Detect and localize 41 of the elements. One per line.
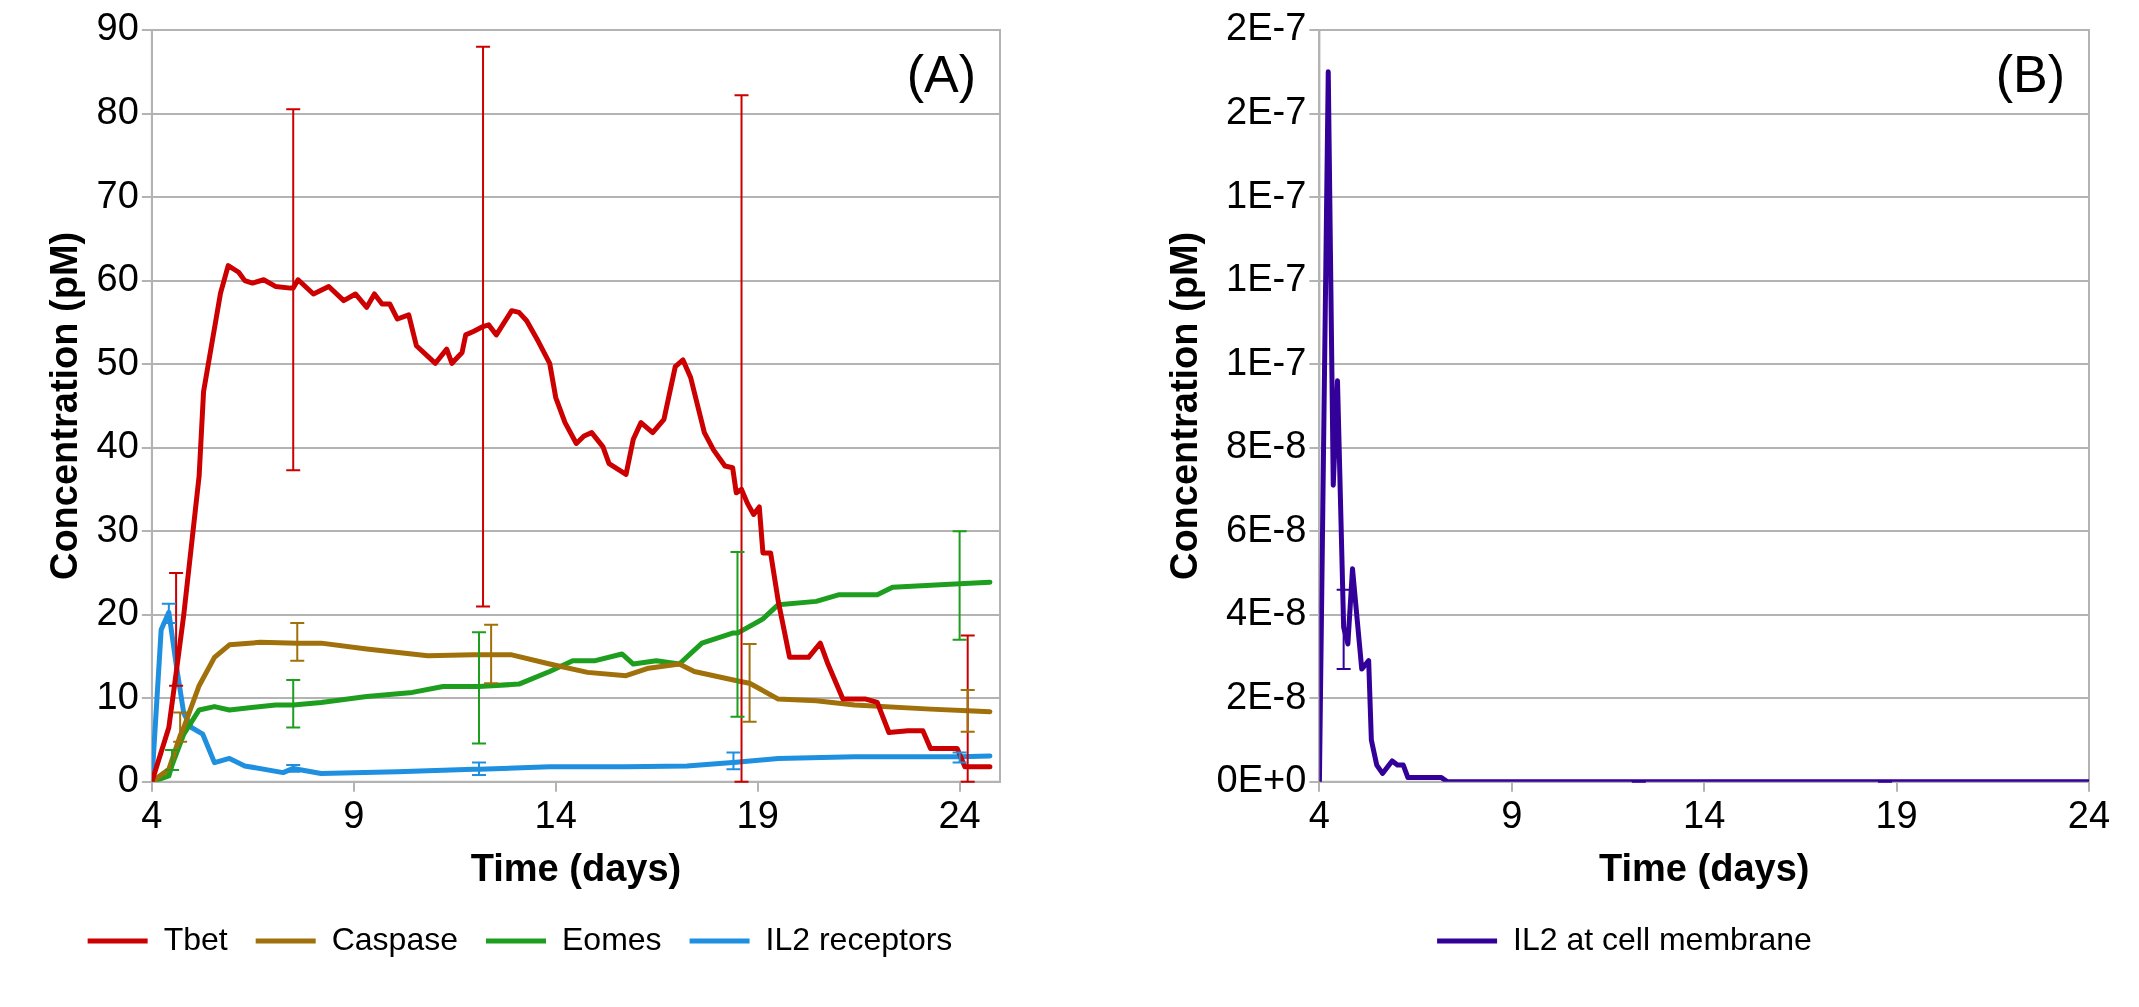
- x-axis-title: Time (days): [470, 846, 682, 889]
- chart-title: (B): [1995, 45, 2065, 104]
- x-tick-label: 9: [1501, 794, 1523, 837]
- y-tick-label: 2E-8: [1226, 674, 1307, 717]
- y-axis-title: Concentration (pM): [43, 231, 86, 581]
- legend-label: Eomes: [561, 920, 662, 957]
- x-tick-label: 19: [1875, 794, 1918, 837]
- legend-label: IL2 receptors: [765, 920, 953, 957]
- y-axis-title: Concentration (pM): [1163, 231, 1206, 581]
- y-tick-label: 1E-7: [1226, 173, 1307, 216]
- x-axis-title: Time (days): [1598, 846, 1810, 889]
- y-tick-label: 30: [96, 507, 139, 550]
- y-tick-label: 2E-7: [1226, 6, 1307, 49]
- y-tick-label: 80: [96, 90, 139, 133]
- chart-title: (A): [906, 45, 976, 104]
- x-tick-label: 4: [1308, 794, 1330, 837]
- x-tick-label: 24: [938, 794, 981, 837]
- y-tick-label: 0: [117, 758, 139, 801]
- y-tick-label: 20: [96, 591, 139, 634]
- x-tick-label: 14: [1683, 794, 1726, 837]
- y-tick-label: 90: [96, 6, 139, 49]
- y-tick-label: 4E-8: [1226, 591, 1307, 634]
- x-tick-label: 14: [534, 794, 577, 837]
- x-tick-label: 19: [736, 794, 779, 837]
- y-tick-label: 1E-7: [1226, 340, 1307, 383]
- y-tick-label: 0E+0: [1216, 758, 1307, 801]
- y-tick-label: 1E-7: [1226, 257, 1307, 300]
- legend-label: Caspase: [331, 920, 458, 957]
- y-tick-label: 50: [96, 340, 139, 383]
- y-tick-label: 70: [96, 173, 139, 216]
- y-tick-label: 60: [96, 257, 139, 300]
- x-tick-label: 4: [141, 794, 163, 837]
- x-tick-label: 24: [2067, 794, 2111, 837]
- y-tick-label: 10: [96, 674, 139, 717]
- y-tick-label: 2E-7: [1226, 90, 1307, 133]
- x-tick-label: 9: [343, 794, 365, 837]
- legend-label: Tbet: [163, 920, 228, 957]
- y-tick-label: 8E-8: [1226, 424, 1307, 467]
- y-tick-label: 6E-8: [1226, 507, 1307, 550]
- legend-label: IL2 at cell membrane: [1513, 920, 1812, 957]
- y-tick-label: 40: [96, 424, 139, 467]
